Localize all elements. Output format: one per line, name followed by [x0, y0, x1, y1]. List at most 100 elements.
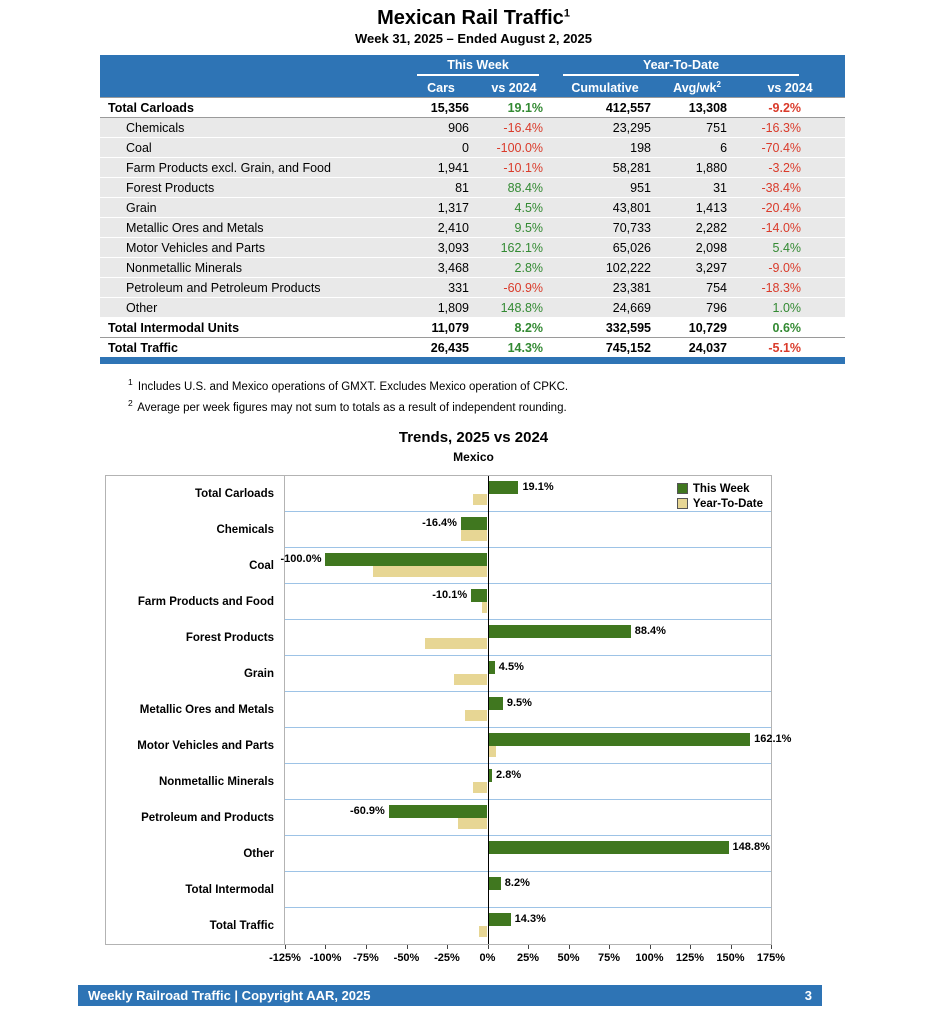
tick-label: -25% — [434, 951, 460, 964]
row-label: Nonmetallic Minerals — [126, 260, 243, 275]
table-row-other: Other 1,809 148.8% 24,669 796 1.0% — [100, 297, 846, 318]
col-header-vs2024-week: vs 2024 — [477, 78, 552, 98]
row-label: Motor Vehicles and Parts — [126, 240, 265, 255]
chart-row: 4.5% — [285, 656, 771, 692]
year-to-date-bar — [454, 673, 488, 685]
tick-label: 50% — [557, 951, 580, 964]
chart-row: 2.8% — [285, 764, 771, 800]
vs2024-ytd-value: -70.4% — [761, 140, 802, 155]
tick-label: -50% — [393, 951, 420, 964]
table-row-motor-vehicles-and-parts: Motor Vehicles and Parts 3,093 162.1% 65,02… — [100, 237, 846, 258]
chart-row: 162.1% — [285, 728, 791, 764]
page-subtitle: Week 31, 2025 – Ended August 2, 2025 — [354, 31, 592, 46]
vs2024-week-value: 14.3% — [507, 340, 544, 355]
year-to-date-bar — [464, 709, 488, 721]
year-to-date-bar — [482, 601, 488, 613]
chart-row: 148.8% — [285, 836, 771, 872]
avgwk-value: 2,282 — [695, 220, 728, 235]
row-label: Total Carloads — [108, 100, 194, 115]
cumulative-value: 332,595 — [605, 320, 652, 335]
avgwk-value: 3,297 — [695, 260, 728, 275]
footer-text: Weekly Railroad Traffic | Copyright AAR,… — [88, 987, 371, 1003]
vs2024-week-value: 9.5% — [514, 220, 544, 235]
this-week-bar — [388, 804, 488, 818]
row-label: Other — [126, 300, 158, 315]
cars-value: 1,317 — [437, 200, 469, 215]
avgwk-value: 754 — [706, 280, 728, 295]
cumulative-value: 745,152 — [605, 340, 652, 355]
this-week-bar — [487, 912, 511, 926]
tick-label: -100% — [309, 951, 342, 964]
avgwk-value: 1,413 — [695, 200, 728, 215]
this-week-bar — [471, 588, 488, 602]
tick-mark — [608, 944, 610, 949]
tick-mark — [325, 944, 327, 949]
table-row-total-traffic: Total Traffic 26,435 14.3% 745,152 24,037 -5.… — [100, 337, 846, 361]
this-week-bar — [487, 624, 631, 638]
vs2024-week-value: 162.1% — [500, 240, 544, 255]
chart-row: -60.9% — [285, 800, 771, 836]
chart-row: 19.1% — [285, 476, 771, 512]
legend-label-ytd: Year-To-Date — [692, 497, 763, 510]
category-label: Total Intermodal — [185, 883, 274, 896]
cumulative-value: 65,026 — [612, 240, 652, 255]
bar-value-label: 14.3% — [514, 912, 546, 925]
row-label: Petroleum and Petroleum Products — [126, 280, 321, 295]
bar-value-label: 8.2% — [504, 876, 530, 889]
tick-mark — [690, 944, 691, 949]
this-week-bar — [487, 480, 519, 494]
row-label: Coal — [126, 140, 152, 155]
page-number: 3 — [804, 987, 812, 1003]
bar-value-label: -16.4% — [422, 516, 457, 529]
row-label: Total Traffic — [108, 340, 178, 355]
this-week-bar — [487, 660, 495, 674]
category-label: Coal — [249, 559, 274, 572]
page-title: Mexican Rail Traffic1 — [0, 7, 947, 30]
cars-value: 11,079 — [431, 320, 469, 335]
avgwk-value: 1,880 — [695, 160, 728, 175]
cumulative-value: 43,801 — [612, 200, 652, 215]
cumulative-value: 70,733 — [612, 220, 652, 235]
footnote: 1 Includes U.S. and Mexico operations of… — [128, 377, 569, 393]
this-week-bar — [460, 516, 488, 530]
group-header-row: This Week Year-To-Date — [100, 55, 846, 78]
vs2024-ytd-value: -38.4% — [761, 180, 802, 195]
cumulative-value: 198 — [630, 140, 652, 155]
cars-value: 1,941 — [437, 160, 469, 175]
vs2024-ytd-value: -3.2% — [768, 160, 802, 175]
vs2024-week-value: 2.8% — [514, 260, 544, 275]
this-week-bar — [325, 552, 488, 566]
row-label: Forest Products — [126, 180, 215, 195]
year-to-date-bar — [425, 637, 488, 649]
table-row-total-intermodal-units: Total Intermodal Units 11,079 8.2% 332,595 1… — [100, 317, 846, 338]
cars-value: 1,809 — [437, 300, 469, 315]
tick-label: 125% — [675, 951, 705, 964]
chart-plot: This Week Year-To-Date 19.1% -16.4% -100.0… — [281, 475, 791, 944]
chart-row: -100.0% — [281, 548, 771, 584]
tick-mark — [487, 944, 489, 949]
avgwk-value: 24,037 — [688, 340, 728, 355]
cars-value: 0 — [462, 140, 469, 155]
table-row-metallic-ores-and-metals: Metallic Ores and Metals 2,410 9.5% 70,733 2… — [100, 217, 846, 238]
category-label: Forest Products — [185, 631, 274, 644]
avgwk-value: 6 — [720, 140, 728, 155]
year-to-date-swatch-icon — [676, 498, 688, 510]
table-row-farm-products-excl-grain-and-food: Farm Products excl. Grain, and Food 1,941… — [100, 157, 846, 178]
category-label: Metallic Ores and Metals — [139, 703, 274, 716]
table-row-chemicals: Chemicals 906 -16.4% 23,295 751 -16.3% — [100, 117, 846, 138]
chart-row: -16.4% — [285, 512, 771, 548]
tick-label: 150% — [716, 951, 745, 964]
bar-value-label: 2.8% — [496, 768, 522, 781]
row-label: Farm Products excl. Grain, and Food — [126, 160, 331, 175]
cars-value: 2,410 — [437, 220, 469, 235]
zero-axis-line — [487, 475, 489, 944]
vs2024-week-value: -16.4% — [503, 120, 544, 135]
vs2024-ytd-value: 5.4% — [772, 240, 802, 255]
cars-value: 906 — [448, 120, 469, 135]
category-label: Other — [243, 847, 274, 860]
category-label: Motor Vehicles and Parts — [137, 739, 274, 752]
col-header-cars: Cars — [405, 78, 477, 98]
traffic-table-body: Total Carloads 15,356 19.1% 412,557 13,308 -9… — [100, 97, 846, 361]
chart-row: 14.3% — [285, 908, 771, 944]
